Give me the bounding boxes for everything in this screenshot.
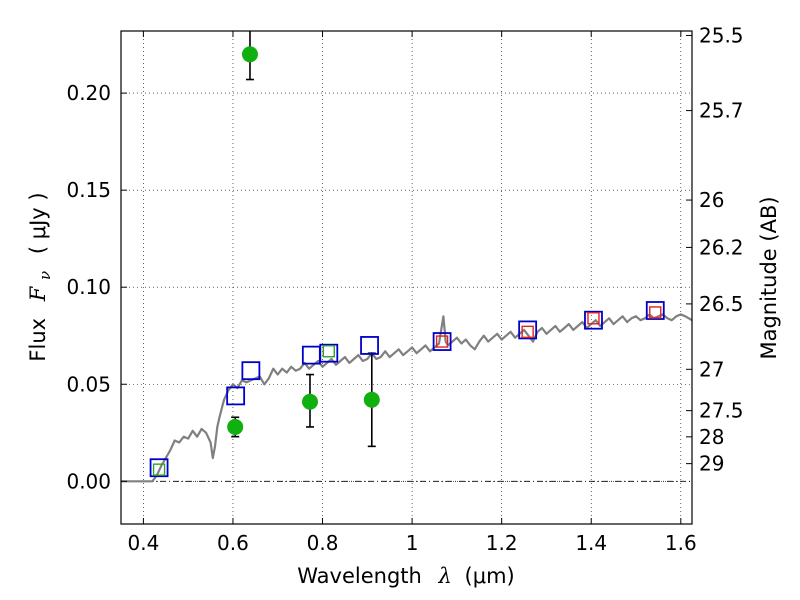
observed-point (301, 393, 318, 410)
plot-frame (120, 30, 693, 525)
observed-point (241, 46, 258, 63)
y2-tick-label: 27.5 (699, 399, 744, 423)
small-marker-square (649, 306, 662, 319)
x-tick-label: 0.6 (217, 531, 249, 555)
y-axis-label-unit: ( μJy ) (26, 192, 50, 254)
y2-tick-label: 27 (699, 357, 724, 381)
observed-point (227, 418, 244, 435)
model-band-square (584, 310, 603, 330)
small-marker-square (435, 335, 449, 348)
y-axis-label: Flux F ν ( μJy ) (26, 192, 55, 361)
small-marker-square (322, 345, 335, 358)
y2-tick-label: 25.5 (699, 23, 744, 47)
plot-background (121, 31, 692, 524)
x-tick-label: 1.2 (486, 531, 518, 555)
model-band-square (319, 343, 339, 363)
y2-tick-label: 26 (699, 188, 724, 212)
y2-tick-label: 26.5 (699, 292, 744, 316)
model-band-square (432, 332, 452, 351)
model-band-square (360, 336, 379, 355)
model-band-square (149, 458, 169, 478)
y-tick-label: 0.15 (66, 178, 111, 202)
y2-tick-label: 28 (699, 425, 724, 449)
x-axis-label-prefix: Wavelength (297, 564, 422, 588)
y2-axis-label: Magnitude (AB) (757, 196, 781, 359)
y-tick-label: 0.10 (66, 275, 111, 299)
x-tick-label: 1.4 (575, 531, 607, 555)
x-axis-label-symbol: λ (438, 564, 452, 588)
y2-tick-label: 25.7 (699, 99, 744, 123)
series-layer (121, 31, 692, 483)
model-band-square (226, 386, 246, 406)
y2-tick-label: 26.2 (699, 235, 744, 259)
small-marker-square (587, 312, 600, 325)
x-tick-label: 1 (406, 531, 419, 555)
x-tick-label: 1.6 (665, 531, 697, 555)
sed-model-line (121, 313, 692, 483)
y-tick-label: 0.05 (66, 372, 111, 396)
model-band-square (518, 320, 538, 340)
y-axis-label-symbol: F (26, 285, 50, 302)
x-axis-label-unit: (μm) (465, 564, 515, 588)
y2-tick-label: 29 (699, 452, 724, 476)
y-tick-label: 0.00 (66, 469, 111, 493)
x-axis-label: Wavelength λ (μm) (297, 564, 514, 588)
x-tick-label: 0.4 (127, 531, 159, 555)
y-axis-label-subscript: ν (36, 271, 54, 280)
small-marker-square (152, 463, 166, 476)
ticks: 0.4 0.6 0.8 1 1.2 1.4 1.6 0.00 0.05 0.10 0.15 0.20 2… (66, 23, 743, 555)
observed-point (363, 391, 380, 408)
small-marker-square (521, 325, 534, 339)
model-band-square (645, 301, 665, 320)
model-band-square (241, 361, 261, 381)
x-tick-label: 0.8 (307, 531, 339, 555)
y-axis-label-prefix: Flux (26, 318, 50, 362)
y-tick-label: 0.20 (66, 81, 111, 105)
